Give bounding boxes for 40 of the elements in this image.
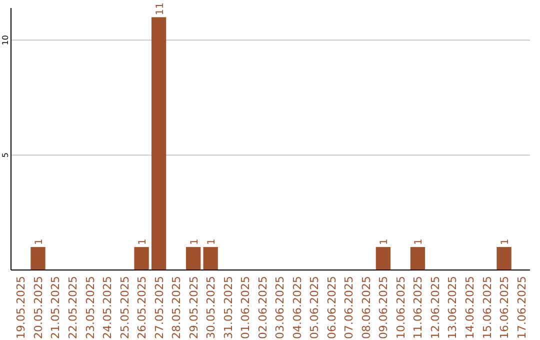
x-tick-label: 09.06.2025 — [377, 276, 390, 339]
data-label: 1 — [379, 238, 390, 246]
x-tick-label: 07.06.2025 — [342, 276, 356, 339]
x-tick-label: 25.05.2025 — [118, 276, 132, 339]
x-tick-label: 21.05.2025 — [49, 276, 62, 339]
x-tick-label: 27.05.2025 — [152, 276, 166, 339]
x-tick-label: 06.06.2025 — [325, 276, 338, 339]
x-tick-label: 16.06.2025 — [498, 276, 512, 339]
x-tick-label: 13.06.2025 — [446, 276, 460, 339]
x-tick-label: 28.05.2025 — [170, 276, 184, 339]
x-tick-label: 23.05.2025 — [84, 276, 97, 339]
x-tick-label: 02.06.2025 — [256, 276, 270, 339]
x-tick-label: 22.05.2025 — [66, 276, 80, 339]
x-tick-label: 05.06.2025 — [308, 276, 322, 339]
data-label: 1 — [138, 238, 149, 246]
data-label: 1 — [206, 238, 218, 246]
x-tick-label: 11.06.2025 — [412, 276, 425, 339]
y-tick-label: 5 — [1, 152, 10, 158]
data-label: 11 — [154, 2, 166, 16]
data-label: 1 — [414, 238, 425, 246]
x-tick-label: 29.05.2025 — [187, 276, 200, 339]
x-tick-label: 14.06.2025 — [464, 276, 476, 339]
x-tick-label: 17.06.2025 — [515, 276, 528, 339]
data-label: 1 — [189, 238, 200, 246]
y-tick-label: 10 — [1, 35, 10, 46]
data-label: 1 — [34, 238, 45, 246]
x-tick-label: 03.06.2025 — [274, 276, 287, 339]
x-tick-label: 01.06.2025 — [239, 276, 252, 339]
x-tick-label: 19.05.2025 — [14, 276, 28, 339]
x-tick-label: 30.05.2025 — [204, 276, 218, 339]
x-tick-label: 08.06.2025 — [360, 276, 373, 339]
x-tick-label: 20.05.2025 — [32, 276, 45, 339]
x-tick-label: 15.06.2025 — [480, 276, 494, 339]
x-tick-label: 04.06.2025 — [290, 276, 304, 339]
x-tick-label: 10.06.2025 — [394, 276, 408, 339]
x-tick-label: 26.05.2025 — [136, 276, 149, 339]
x-tick-label: 12.06.2025 — [428, 276, 442, 339]
x-tick-label: 31.05.2025 — [222, 276, 235, 339]
x-tick-label: 24.05.2025 — [101, 276, 114, 339]
data-label: 1 — [500, 238, 512, 246]
